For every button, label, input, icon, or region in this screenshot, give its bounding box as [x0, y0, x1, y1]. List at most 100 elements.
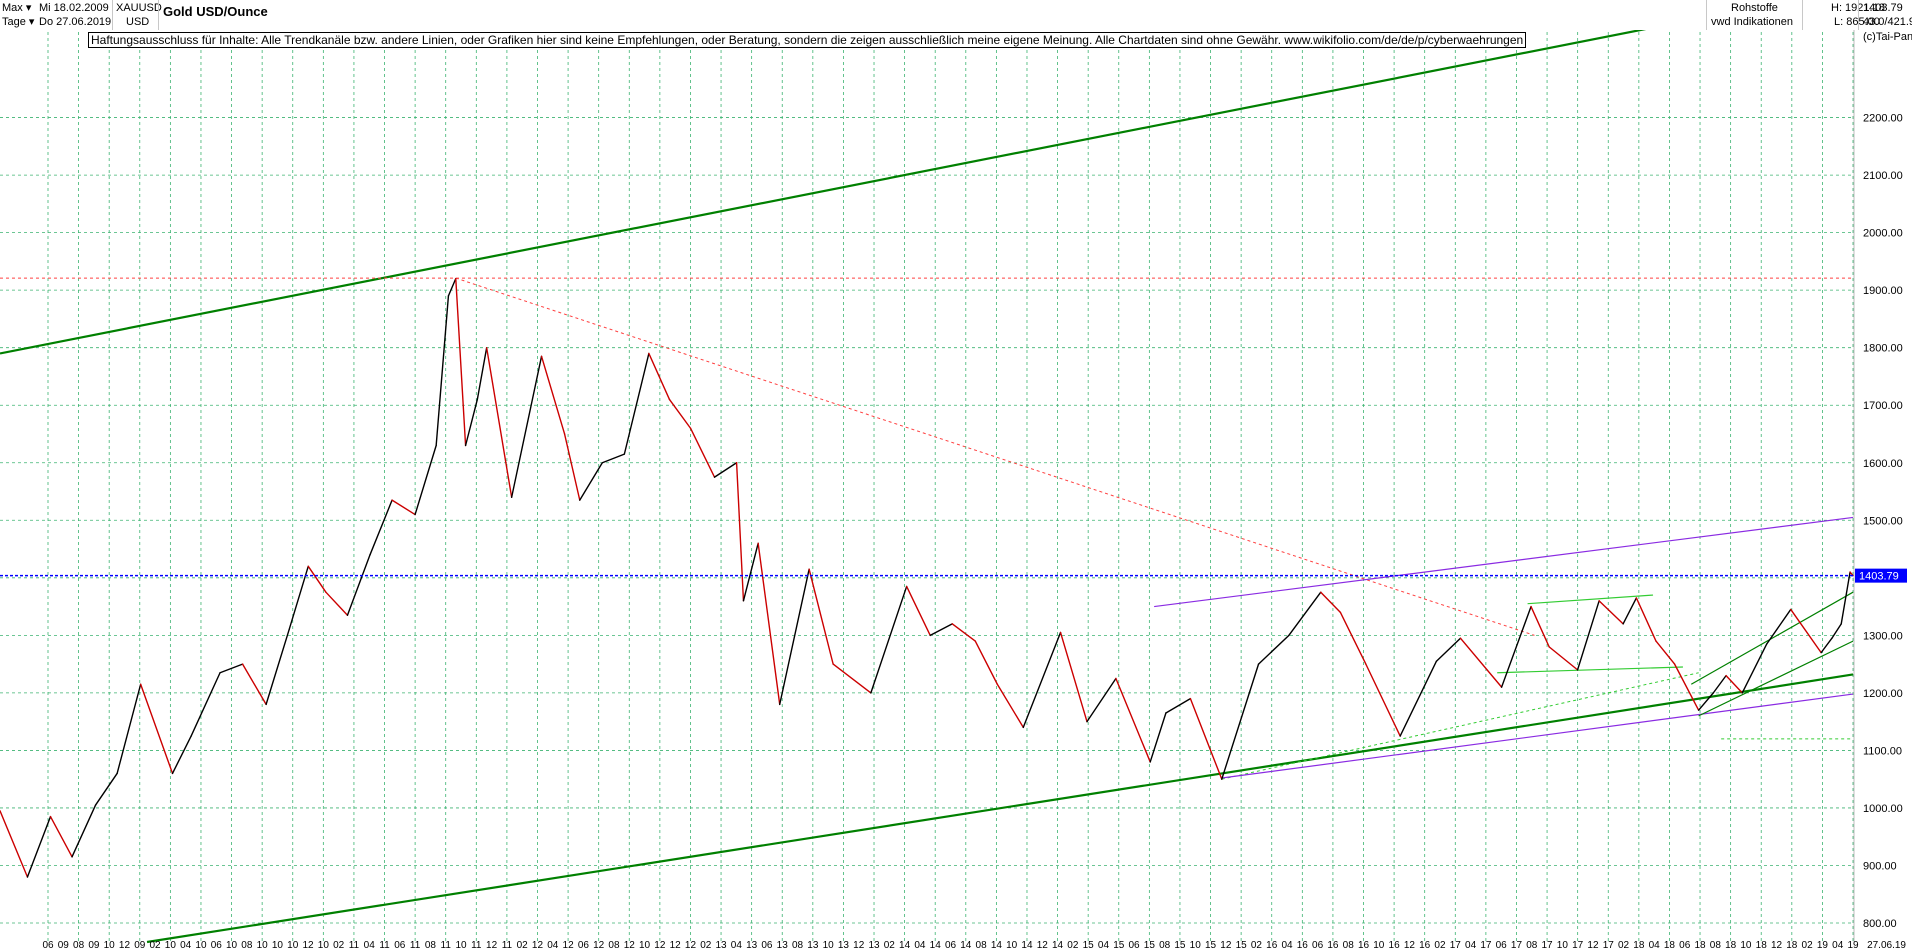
price-segment	[579, 462, 604, 501]
x-tick-label: 10	[104, 940, 116, 951]
x-tick-label: 15	[1144, 940, 1156, 951]
x-tick-label: 04	[1465, 940, 1477, 951]
x-tick-label: 06	[761, 940, 773, 951]
price-segment	[1339, 611, 1367, 665]
x-tick-label: 12	[853, 940, 865, 951]
price-segment	[757, 542, 781, 706]
x-tick-label: 12	[670, 940, 682, 951]
x-tick-label: 11	[410, 940, 421, 951]
x-tick-label: 13	[868, 940, 880, 951]
x-tick-label: 14	[1052, 940, 1064, 951]
y-tick-label: 1800.00	[1863, 343, 1903, 355]
chart-title: Gold USD/Ounce	[163, 4, 268, 19]
price-segment	[540, 355, 566, 435]
price-segment	[26, 815, 52, 878]
price-segment	[1673, 663, 1700, 711]
price-segment	[190, 672, 221, 737]
x-tick-label: 08	[1526, 940, 1538, 951]
x-tick-label: 06	[578, 940, 590, 951]
x-tick-label: 13	[807, 940, 819, 951]
x-tick-label: 04	[1098, 940, 1110, 951]
x-tick-label: 15	[1174, 940, 1186, 951]
period-select[interactable]: Tage ▾	[2, 16, 35, 28]
x-tick-label: 02	[884, 940, 896, 951]
toolbar-divider	[1706, 0, 1707, 30]
x-tick-label: 12	[302, 940, 314, 951]
x-axis: 06 09 08 09 10 12 09 02 10 04 10 06 10 08 10 10 10 12 10 02…	[42, 940, 1906, 951]
y-tick-label: 1300.00	[1863, 630, 1903, 642]
date-to: Do 27.06.2019	[39, 16, 112, 28]
x-tick-label: 17	[1603, 940, 1615, 951]
x-tick-label: 14	[899, 940, 911, 951]
x-tick-label: 14	[991, 940, 1003, 951]
info-value: 43.0/421.9	[1863, 16, 1912, 28]
x-tick-label: 06	[42, 940, 54, 951]
x-tick-label: 10	[1373, 940, 1385, 951]
price-segment	[1257, 634, 1290, 665]
x-tick-label: 18	[1633, 940, 1645, 951]
price-segment	[288, 565, 309, 631]
x-tick-label: 10	[455, 940, 467, 951]
price-segment	[779, 568, 810, 706]
x-tick-label: 16	[1358, 940, 1370, 951]
x-tick-label: 10	[165, 940, 177, 951]
price-segment	[735, 462, 745, 602]
x-tick-label: 18	[1786, 940, 1798, 951]
y-tick-label: 1600.00	[1863, 458, 1903, 470]
x-tick-label: 19	[1817, 940, 1829, 951]
x-tick-label: 14	[930, 940, 942, 951]
price-segment	[346, 554, 371, 616]
x-tick-label: 19	[1847, 940, 1859, 951]
toolbar-divider	[158, 0, 159, 30]
price-segment	[241, 663, 267, 706]
price-segment	[951, 623, 976, 642]
x-tick-label: 02	[1251, 940, 1263, 951]
price-segment	[1725, 674, 1743, 694]
price-segment	[1820, 637, 1833, 654]
toolbar-divider	[1858, 0, 1859, 30]
price-segment	[49, 815, 73, 858]
toolbar-divider	[1802, 0, 1803, 30]
y-tick-label: 1500.00	[1863, 515, 1903, 527]
x-tick-label: 10	[195, 940, 207, 951]
price-segment	[974, 640, 999, 685]
price-segment	[870, 585, 908, 694]
end-date-label: 27.06.19	[1867, 940, 1906, 951]
trendline	[1527, 594, 1654, 605]
price-segment	[1165, 697, 1192, 714]
price-segment	[1022, 631, 1062, 729]
x-tick-label: 17	[1450, 940, 1462, 951]
range-select[interactable]: Max ▾	[2, 2, 32, 14]
x-tick-label: 16	[1266, 940, 1278, 951]
x-tick-label: 06	[945, 940, 957, 951]
x-tick-label: 08	[976, 940, 988, 951]
y-tick-label: 2000.00	[1863, 228, 1903, 240]
x-tick-label: 02	[333, 940, 345, 951]
x-tick-label: 12	[593, 940, 605, 951]
x-tick-label: 12	[1220, 940, 1232, 951]
price-segment	[1435, 637, 1462, 662]
x-tick-label: 09	[88, 940, 100, 951]
price-segment	[1399, 660, 1438, 737]
price-segment	[1115, 677, 1151, 763]
x-tick-label: 08	[73, 940, 85, 951]
x-tick-label: 12	[486, 940, 498, 951]
x-tick-label: 11	[441, 940, 452, 951]
price-segment	[1288, 591, 1322, 637]
symbol: XAUUSD	[116, 2, 162, 14]
x-tick-label: 02	[150, 940, 162, 951]
x-tick-label: 15	[1205, 940, 1217, 951]
x-tick-label: 08	[1710, 940, 1722, 951]
x-tick-label: 06	[1312, 940, 1324, 951]
price-segment	[1189, 697, 1223, 780]
high-value: H: 1921.18	[1831, 2, 1885, 14]
y-tick-label: 800.00	[1863, 918, 1897, 930]
currency: USD	[126, 16, 150, 28]
x-tick-label: 04	[731, 940, 743, 951]
price-segment	[455, 277, 467, 447]
price-series	[0, 277, 1854, 878]
price-segment	[832, 663, 872, 694]
price-segment	[414, 444, 437, 516]
